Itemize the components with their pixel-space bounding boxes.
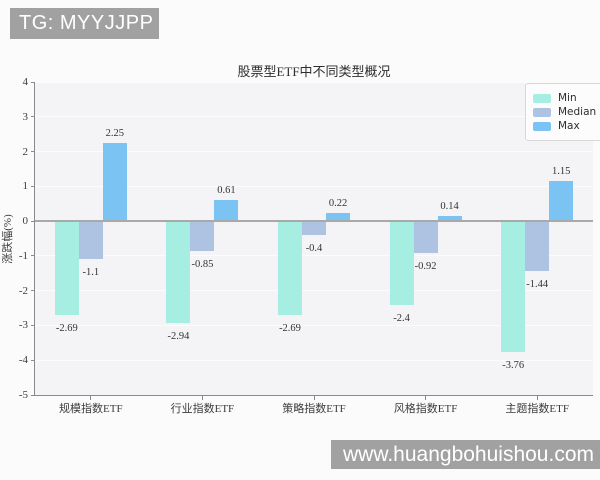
x-tick-mark xyxy=(425,396,427,400)
y-tick-mark xyxy=(31,81,35,83)
y-tick-mark xyxy=(31,185,35,187)
y-tick-label: 0 xyxy=(22,215,29,228)
bar-max-主题指数ETF xyxy=(549,181,574,222)
y-tick-label: -3 xyxy=(18,319,28,332)
y-tick-mark xyxy=(31,255,35,257)
bar-value-label: 0.14 xyxy=(440,201,459,213)
x-tick-label: 策略指数ETF xyxy=(282,403,346,415)
y-tick-mark xyxy=(31,116,35,118)
y-tick-label: -1 xyxy=(18,249,28,262)
bar-value-label: -2.94 xyxy=(167,331,190,343)
bar-median-行业指数ETF xyxy=(190,221,215,251)
y-tick-label: 4 xyxy=(22,76,29,88)
gridline xyxy=(35,81,593,83)
y-tick-label: 3 xyxy=(22,110,29,123)
bar-value-label: -0.92 xyxy=(414,261,437,273)
bar-max-行业指数ETF xyxy=(214,199,239,222)
x-tick-mark xyxy=(90,396,92,400)
y-tick-mark xyxy=(31,151,35,153)
x-tick-mark xyxy=(313,396,315,400)
y-tick-label: -4 xyxy=(18,354,28,367)
y-tick-mark xyxy=(31,394,35,396)
bar-value-label: -2.69 xyxy=(279,322,301,334)
legend: Min Median Max xyxy=(525,83,600,141)
x-tick-label: 主题指数ETF xyxy=(505,403,569,415)
telegram-watermark-text: TG: MYYJJPP xyxy=(19,12,154,34)
gridline xyxy=(35,359,593,361)
bar-median-主题指数ETF xyxy=(525,221,550,272)
gridline xyxy=(35,324,593,326)
plot-area xyxy=(35,82,593,395)
legend-label: Max xyxy=(558,120,580,132)
gridline xyxy=(35,151,593,153)
bar-value-label: -1.44 xyxy=(526,279,549,291)
legend-item-median: Median xyxy=(533,106,596,118)
website-watermark-badge: www.huangbohuishou.com xyxy=(331,440,600,469)
legend-label: Min xyxy=(558,92,577,104)
zero-baseline xyxy=(35,220,593,223)
bar-value-label: 1.15 xyxy=(552,166,571,178)
bar-value-label: -2.4 xyxy=(393,312,410,324)
legend-swatch-median xyxy=(533,107,551,117)
bar-median-规模指数ETF xyxy=(78,221,103,260)
bar-value-label: -0.4 xyxy=(305,243,323,255)
gridline xyxy=(35,290,593,292)
bar-min-主题指数ETF xyxy=(501,221,526,352)
bar-value-label: 0.22 xyxy=(328,198,348,210)
x-tick-mark xyxy=(201,396,203,400)
legend-label: Median xyxy=(558,106,597,118)
legend-swatch-max xyxy=(533,121,551,131)
y-tick-mark xyxy=(31,220,35,222)
bar-median-策略指数ETF xyxy=(302,221,326,236)
gridline xyxy=(35,116,593,118)
y-tick-mark xyxy=(31,359,35,361)
bar-min-策略指数ETF xyxy=(278,221,302,315)
x-tick-label: 风格指数ETF xyxy=(393,403,458,415)
bottom-axis-spine xyxy=(34,395,593,396)
bar-value-label: -0.85 xyxy=(191,258,214,270)
y-tick-mark xyxy=(31,290,35,292)
bar-max-规模指数ETF xyxy=(102,142,127,222)
gridline xyxy=(35,255,593,257)
website-watermark-text: www.huangbohuishou.com xyxy=(343,442,594,466)
x-tick-label: 行业指数ETF xyxy=(170,403,235,415)
y-tick-label: -5 xyxy=(18,389,28,401)
bar-max-风格指数ETF xyxy=(437,216,462,222)
y-tick-label: -2 xyxy=(18,284,28,297)
telegram-watermark-badge: TG: MYYJJPP xyxy=(10,8,159,39)
bar-median-风格指数ETF xyxy=(413,221,438,254)
legend-item-max: Max xyxy=(533,120,596,132)
bar-max-策略指数ETF xyxy=(326,213,350,222)
gridline xyxy=(35,185,593,187)
y-tick-label: 2 xyxy=(22,145,29,158)
chart-title: 股票型ETF中不同类型概况 xyxy=(237,64,391,79)
bar-value-label: -3.76 xyxy=(502,359,525,371)
bar-min-规模指数ETF xyxy=(54,221,79,315)
x-tick-mark xyxy=(536,396,538,400)
x-tick-label: 规模指数ETF xyxy=(59,403,123,415)
bar-value-label: 0.61 xyxy=(217,184,236,196)
legend-item-min: Min xyxy=(533,92,596,104)
bar-min-风格指数ETF xyxy=(389,221,414,305)
bar-value-label: -2.69 xyxy=(55,322,78,334)
legend-swatch-min xyxy=(533,93,551,103)
bar-value-label: -1.1 xyxy=(82,267,100,279)
y-tick-label: 1 xyxy=(22,180,29,193)
left-axis-spine xyxy=(34,82,35,395)
y-tick-mark xyxy=(31,324,35,326)
bar-value-label: 2.25 xyxy=(105,127,124,139)
bar-min-行业指数ETF xyxy=(166,221,191,324)
